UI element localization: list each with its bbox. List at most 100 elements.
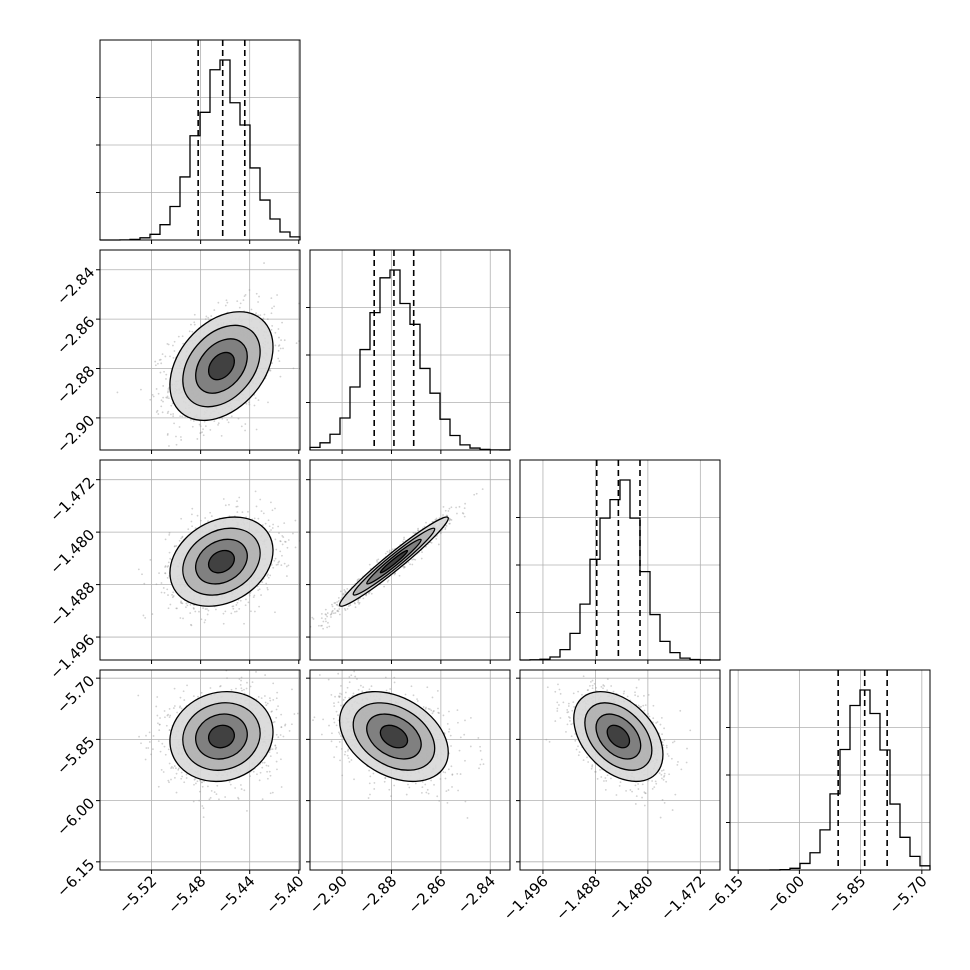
scatter-point bbox=[166, 343, 169, 345]
scatter-point bbox=[228, 780, 231, 783]
scatter-point bbox=[185, 777, 188, 779]
scatter-point bbox=[160, 399, 163, 402]
scatter-point bbox=[269, 574, 272, 577]
scatter-point bbox=[450, 519, 453, 521]
scatter-point bbox=[160, 405, 163, 408]
scatter-point bbox=[230, 415, 233, 418]
scatter-point bbox=[171, 593, 173, 596]
scatter-point bbox=[172, 357, 175, 359]
scatter-point bbox=[326, 615, 329, 618]
scatter-point bbox=[263, 313, 266, 316]
scatter-point bbox=[394, 572, 396, 575]
scatter-point bbox=[255, 505, 258, 508]
scatter-point bbox=[240, 425, 243, 428]
scatter-point bbox=[235, 505, 238, 508]
scatter-point bbox=[155, 705, 158, 708]
scatter-point bbox=[431, 520, 434, 523]
scatter-point bbox=[278, 360, 281, 363]
scatter-point bbox=[210, 315, 213, 317]
scatter-point bbox=[386, 580, 389, 583]
scatter-point bbox=[275, 708, 278, 711]
scatter-point bbox=[331, 610, 334, 613]
scatter-point bbox=[157, 785, 160, 788]
histogram-panel-2 bbox=[306, 249, 511, 454]
scatter-point bbox=[181, 775, 184, 778]
scatter-point bbox=[344, 591, 347, 594]
scatter-point bbox=[155, 411, 158, 413]
scatter-point bbox=[458, 505, 461, 508]
scatter-point bbox=[249, 775, 251, 777]
scatter-point bbox=[284, 724, 286, 727]
scatter-point bbox=[180, 707, 183, 710]
scatter-point bbox=[188, 330, 191, 333]
scatter-point bbox=[279, 540, 282, 543]
scatter-point bbox=[236, 601, 239, 604]
scatter-point bbox=[241, 511, 244, 514]
scatter-point bbox=[215, 793, 218, 796]
scatter-point bbox=[170, 778, 172, 781]
panel-frame bbox=[309, 249, 511, 451]
scatter-point bbox=[179, 696, 182, 699]
scatter-point bbox=[414, 558, 417, 561]
scatter-point bbox=[281, 543, 284, 546]
scatter-point bbox=[403, 566, 406, 568]
scatter-point bbox=[277, 345, 280, 347]
scatter-point bbox=[271, 362, 273, 365]
scatter-point bbox=[145, 747, 148, 749]
scatter-point bbox=[430, 541, 433, 544]
scatter-point bbox=[116, 391, 119, 394]
scatter-point bbox=[261, 798, 264, 801]
scatter-point bbox=[220, 434, 223, 437]
scatter-point bbox=[274, 557, 277, 560]
scatter-point bbox=[403, 566, 405, 569]
scatter-point bbox=[144, 758, 147, 761]
scatter-point bbox=[165, 378, 167, 380]
scatter-point bbox=[417, 527, 419, 530]
scatter-point bbox=[152, 395, 155, 398]
scatter-point bbox=[349, 604, 352, 607]
scatter-point bbox=[444, 528, 447, 531]
scatter-point bbox=[189, 418, 192, 421]
scatter-point bbox=[236, 500, 238, 503]
scatter-point bbox=[236, 511, 239, 513]
scatter-point bbox=[411, 563, 414, 566]
scatter-point bbox=[185, 606, 187, 609]
scatter-point bbox=[322, 620, 325, 623]
scatter-point bbox=[199, 432, 202, 435]
scatter-panel-3-2 bbox=[306, 459, 511, 664]
scatter-points bbox=[137, 670, 299, 819]
scatter-point bbox=[246, 681, 248, 684]
scatter-point bbox=[283, 339, 286, 342]
scatter-point bbox=[201, 431, 203, 434]
scatter-point bbox=[269, 792, 272, 795]
scatter-point bbox=[277, 349, 280, 352]
scatter-point bbox=[201, 781, 203, 784]
scatter-point bbox=[425, 521, 427, 524]
scatter-point bbox=[264, 522, 267, 525]
scatter-point bbox=[268, 368, 271, 371]
histogram-panel-1 bbox=[96, 39, 301, 244]
scatter-point bbox=[347, 605, 350, 607]
scatter-point bbox=[172, 344, 174, 347]
scatter-point bbox=[297, 340, 300, 343]
scatter-point bbox=[193, 323, 196, 326]
scatter-point bbox=[167, 388, 170, 390]
scatter-point bbox=[325, 620, 327, 623]
scatter-point bbox=[196, 438, 199, 440]
scatter-point bbox=[253, 404, 256, 407]
scatter-point bbox=[203, 621, 206, 624]
scatter-point bbox=[370, 592, 373, 595]
scatter-point bbox=[421, 551, 423, 554]
scatter-point bbox=[274, 507, 276, 510]
scatter-point bbox=[158, 359, 161, 361]
scatter-point bbox=[166, 395, 169, 398]
scatter-point bbox=[445, 514, 448, 517]
scatter-point bbox=[182, 617, 184, 620]
scatter-point bbox=[354, 602, 356, 605]
scatter-point bbox=[278, 336, 280, 339]
scatter-point bbox=[274, 748, 277, 750]
scatter-point bbox=[155, 388, 158, 390]
scatter-point bbox=[294, 519, 297, 522]
scatter-point bbox=[164, 566, 166, 568]
scatter-point bbox=[173, 545, 176, 548]
